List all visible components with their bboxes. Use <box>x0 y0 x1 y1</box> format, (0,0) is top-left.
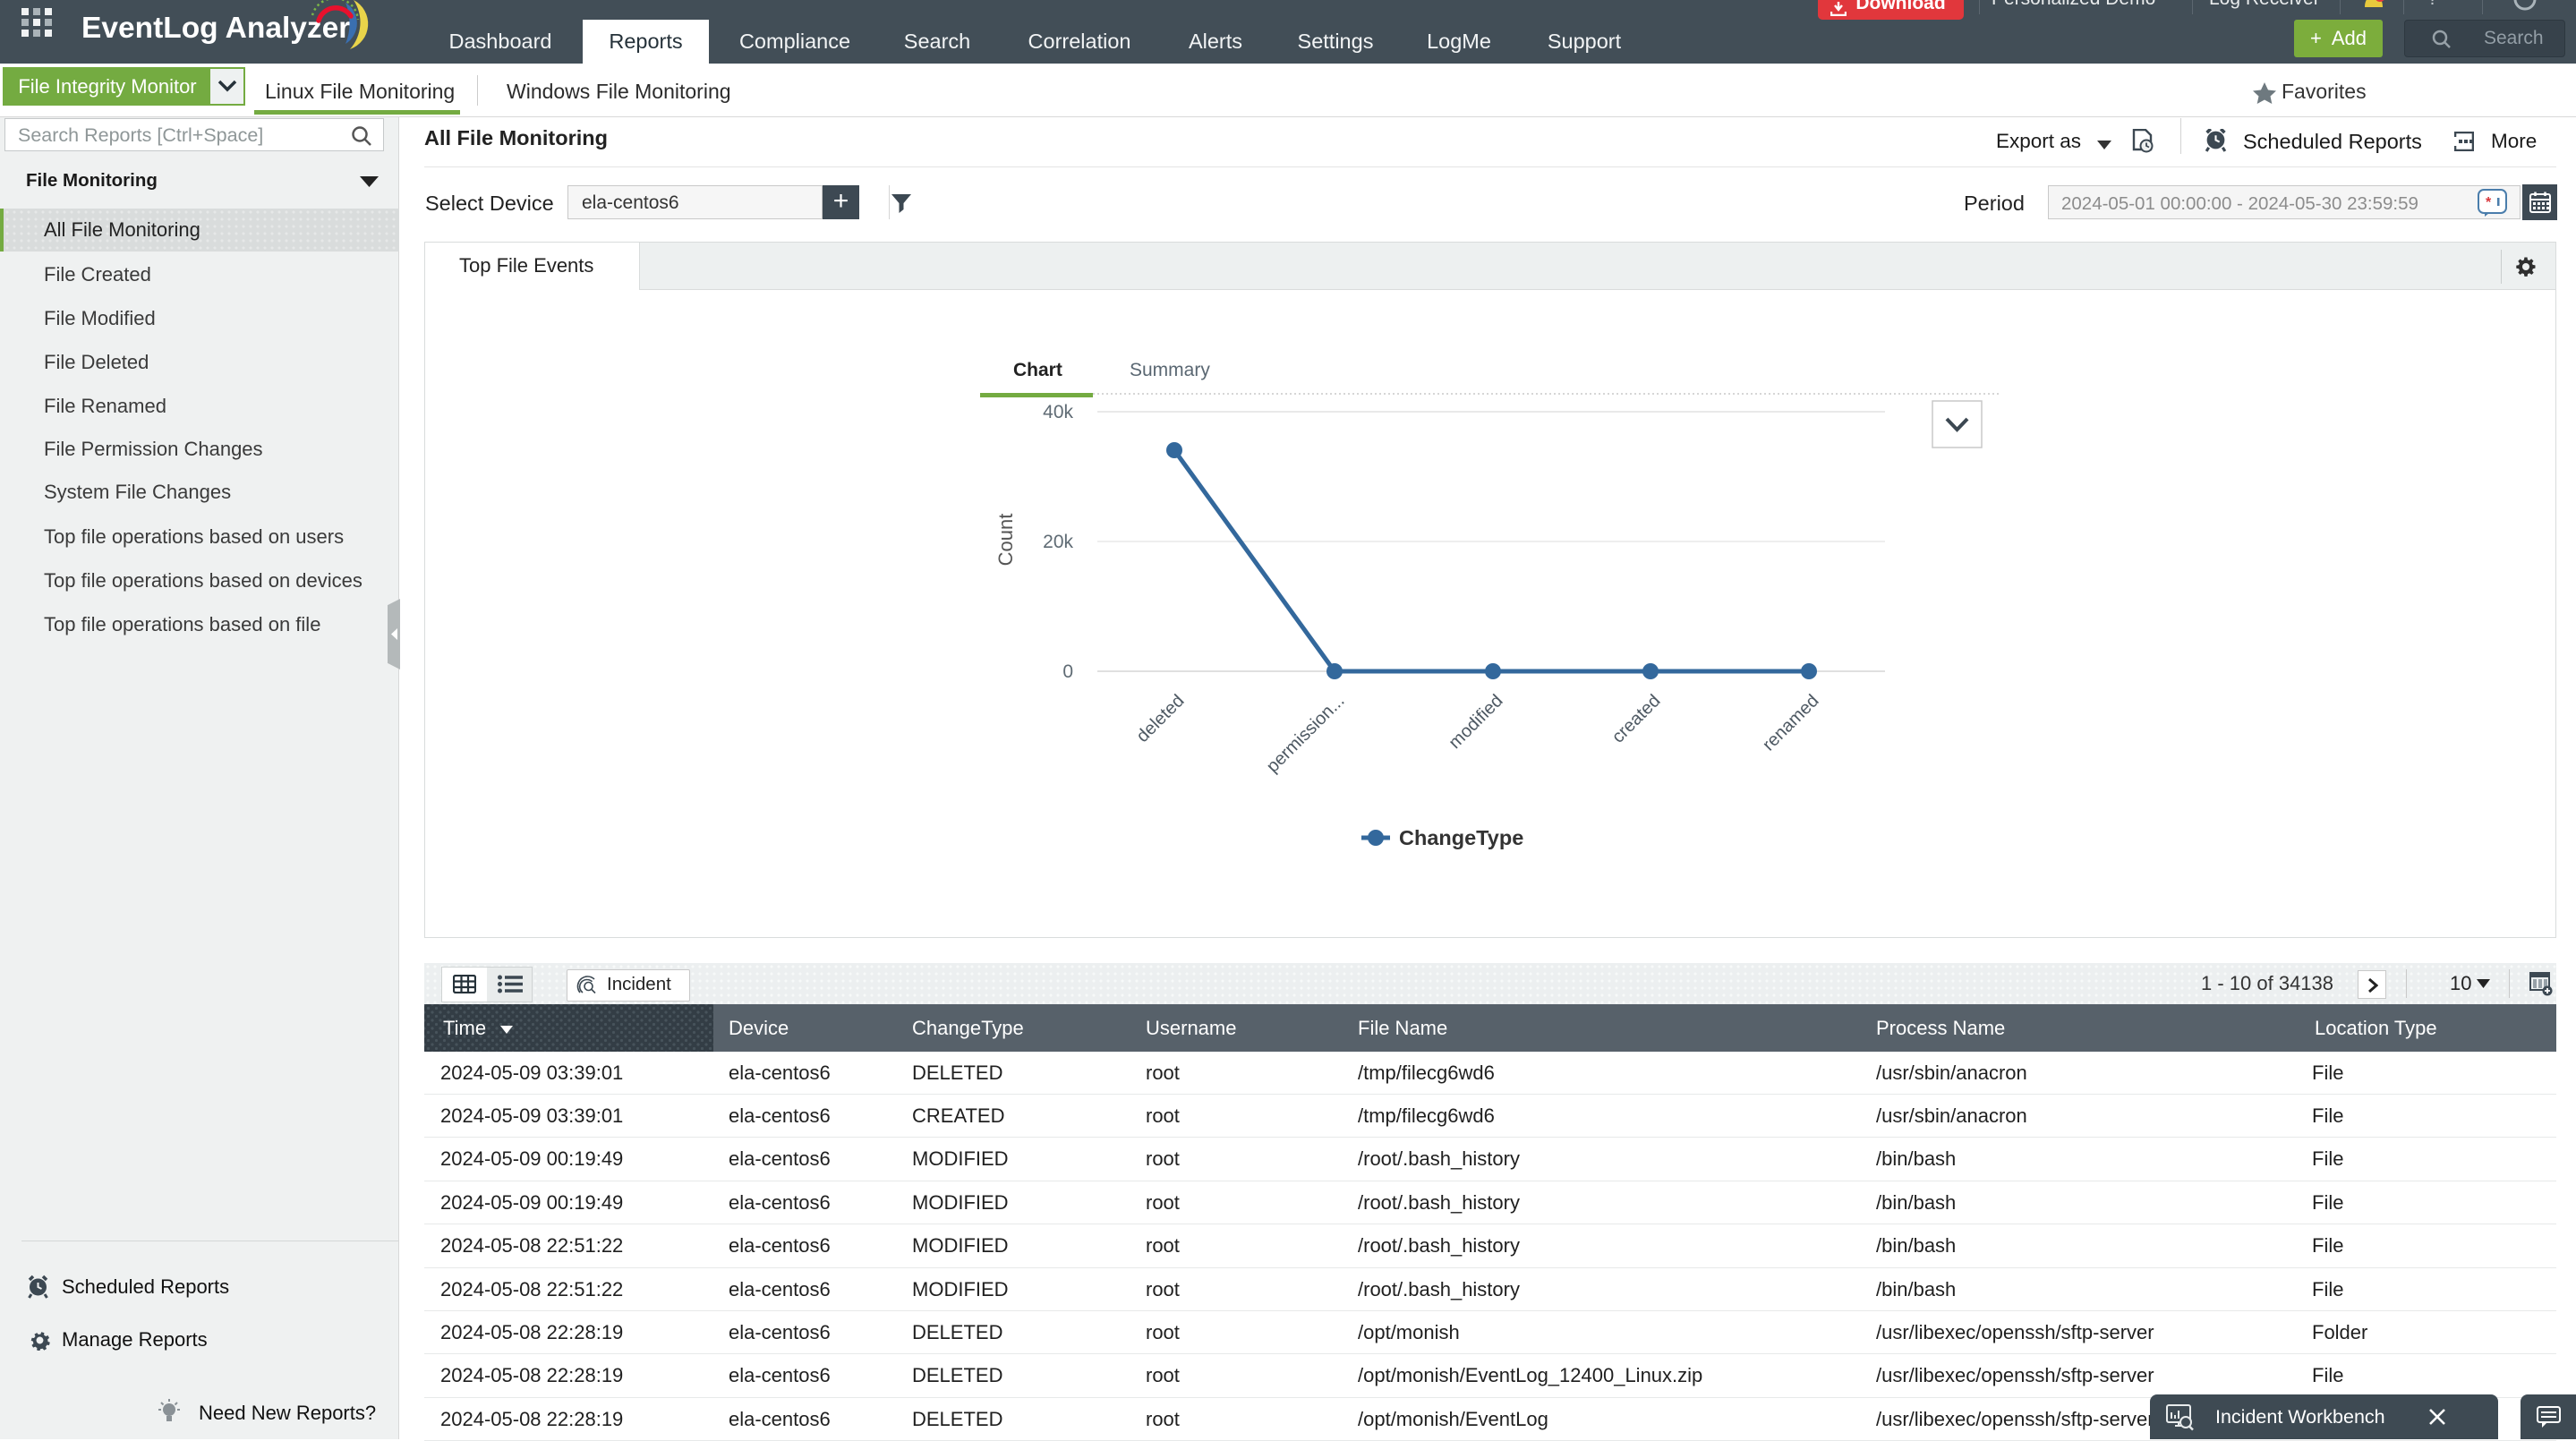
svg-text:20k: 20k <box>1043 532 1073 552</box>
svg-text:ChangeType: ChangeType <box>1399 826 1523 849</box>
svg-text:0: 0 <box>1062 661 1073 682</box>
svg-text:deleted: deleted <box>1133 691 1189 746</box>
svg-text:Summary: Summary <box>1130 360 1210 380</box>
svg-text:Count: Count <box>994 514 1017 567</box>
svg-text:modified: modified <box>1446 691 1507 753</box>
svg-text:Chart: Chart <box>1013 360 1062 380</box>
svg-text:40k: 40k <box>1043 402 1073 422</box>
svg-text:*: * <box>2486 195 2492 210</box>
svg-text:created: created <box>1608 691 1665 747</box>
svg-text:renamed: renamed <box>1759 691 1822 755</box>
svg-text:permission...: permission... <box>1263 691 1349 777</box>
